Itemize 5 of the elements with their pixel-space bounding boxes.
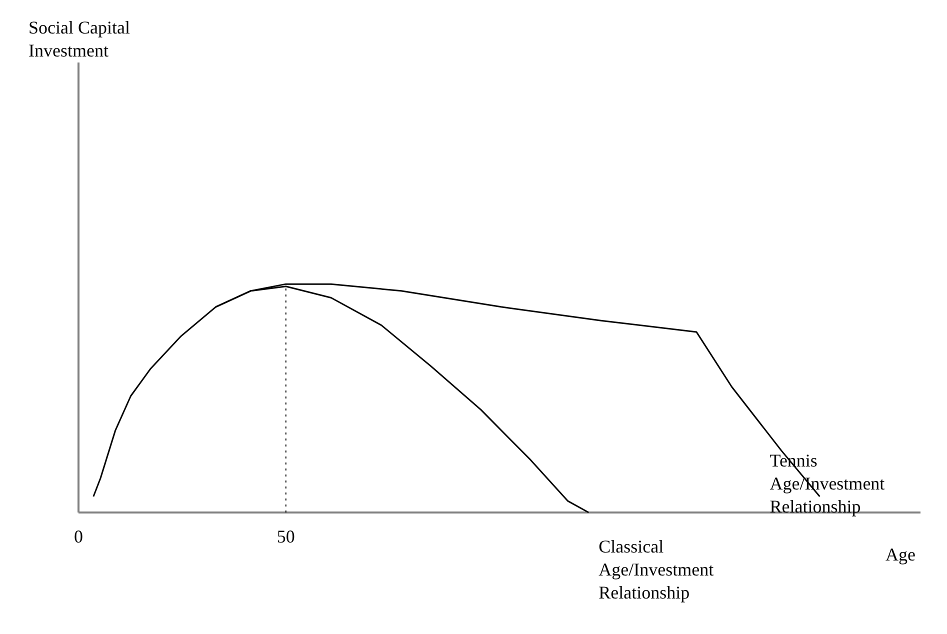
x-tick-label: 0 [74, 526, 83, 546]
x-tick-label: 50 [276, 526, 295, 546]
series-label: Classical Age/Investment Relationship [598, 536, 714, 602]
text: Social Capital Investment [28, 18, 130, 60]
x-axis-title: Age [886, 544, 916, 564]
